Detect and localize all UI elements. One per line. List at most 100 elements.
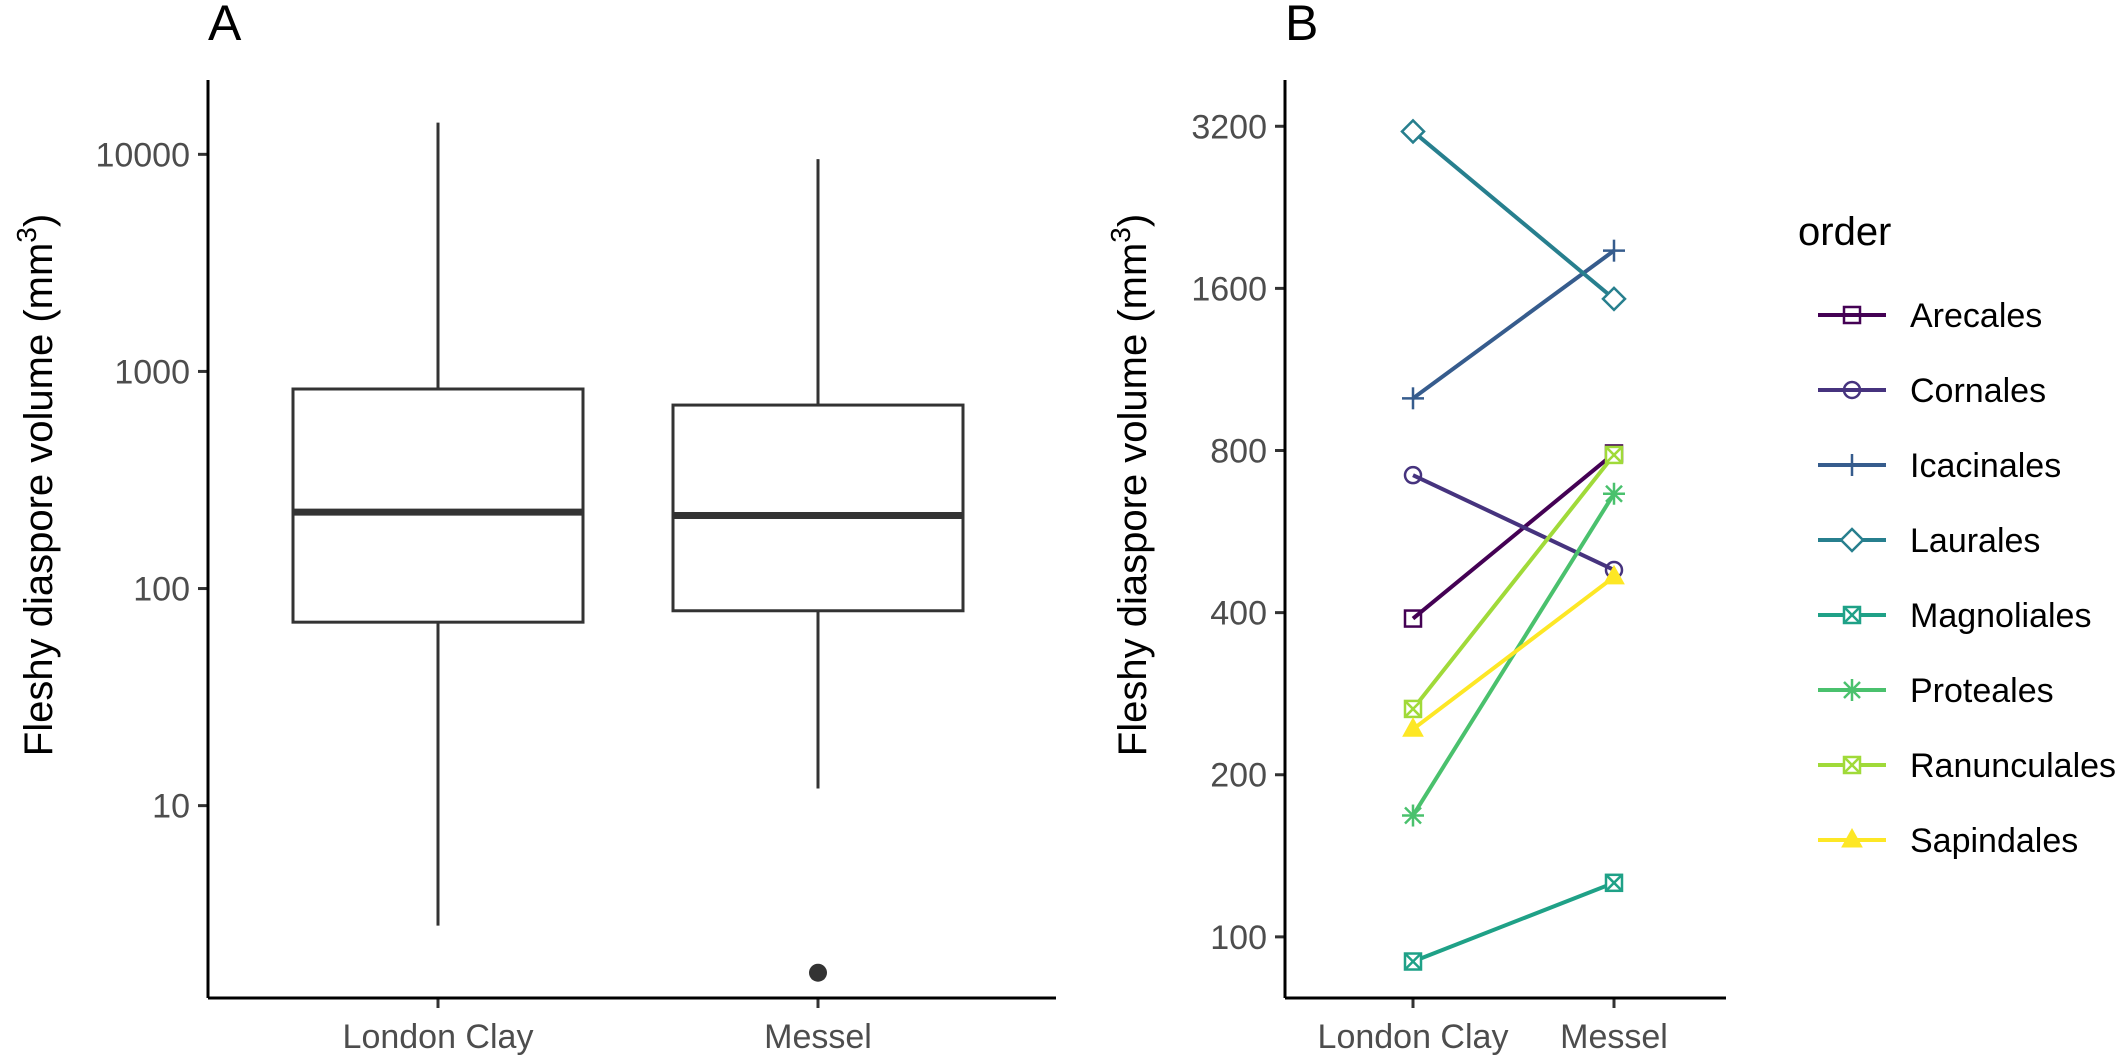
marker-square-cross bbox=[1842, 605, 1862, 625]
marker-asterisk bbox=[1841, 679, 1863, 701]
marker-plus bbox=[1402, 387, 1424, 410]
legend-label: Laurales bbox=[1910, 522, 2040, 560]
box-messel bbox=[671, 159, 965, 982]
legend-item-cornales: Cornales bbox=[1818, 372, 2046, 410]
legend-item-icacinales: Icacinales bbox=[1818, 447, 2061, 485]
panel-a-label: A bbox=[208, 0, 242, 51]
square-x-diag-2 bbox=[1404, 700, 1422, 718]
legend-item-sapindales: Sapindales bbox=[1818, 822, 2078, 860]
marker-square-cross bbox=[1604, 873, 1624, 893]
marker-plus bbox=[1603, 239, 1625, 262]
diamond-marker bbox=[1839, 527, 1865, 553]
circle-marker bbox=[1842, 380, 1862, 400]
panel-a-x-ticks: London Clay Messel bbox=[343, 998, 872, 1056]
panel-b-x-ticks: London Clay Messel bbox=[1318, 998, 1668, 1056]
marker-diamond bbox=[1400, 118, 1426, 145]
panel-b-y-tick-label: 400 bbox=[1210, 595, 1267, 633]
series-line bbox=[1411, 249, 1616, 400]
panel-a-y-tick-label: 100 bbox=[133, 571, 190, 609]
panel-b-x-tick-label: London Clay bbox=[1318, 1018, 1509, 1056]
panel-b: B Fleshy diaspore volume (mm3) 100 200 400… bbox=[1105, 0, 1726, 1056]
legend-item-ranunculales: Ranunculales bbox=[1818, 747, 2116, 785]
marker-circle bbox=[1842, 380, 1862, 400]
asterisk-marker-d2 bbox=[1404, 806, 1422, 825]
marker-triangle bbox=[1841, 827, 1863, 848]
legend-item-proteales: Proteales bbox=[1818, 672, 2054, 710]
panel-a-y-tick-label: 10 bbox=[152, 788, 190, 826]
series-line bbox=[1411, 451, 1616, 621]
panel-b-series bbox=[1400, 118, 1627, 971]
box-london-clay bbox=[291, 122, 585, 926]
legend-label: Proteales bbox=[1910, 672, 2054, 710]
square-marker bbox=[1403, 609, 1423, 628]
asterisk-marker-d2 bbox=[1605, 484, 1623, 503]
marker-plus bbox=[1841, 454, 1863, 476]
marker-square bbox=[1403, 609, 1423, 628]
panel-b-label: B bbox=[1285, 0, 1318, 51]
panel-a-y-tick-label: 10000 bbox=[95, 136, 190, 174]
square-cross-diag-2 bbox=[1605, 873, 1623, 892]
legend-item-magnoliales: Magnoliales bbox=[1818, 597, 2091, 635]
series-line bbox=[1411, 575, 1616, 731]
square-cross-diag-2 bbox=[1843, 606, 1861, 624]
marker-diamond bbox=[1839, 527, 1865, 553]
square-cross-diag-2 bbox=[1404, 952, 1422, 971]
panel-b-y-tick-label: 200 bbox=[1210, 757, 1267, 795]
diamond-marker bbox=[1400, 118, 1426, 145]
legend-label: Ranunculales bbox=[1910, 747, 2116, 785]
marker-square bbox=[1842, 305, 1862, 325]
square-x-diag-2 bbox=[1605, 446, 1623, 464]
series-line bbox=[1411, 129, 1616, 301]
series-icacinales bbox=[1402, 239, 1625, 410]
triangle-marker bbox=[1402, 717, 1424, 737]
panel-a-y-ticks: 10 100 1000 10000 bbox=[95, 136, 208, 826]
series-line bbox=[1412, 880, 1615, 964]
diamond-marker bbox=[1601, 286, 1627, 312]
outlier-point bbox=[809, 963, 827, 982]
triangle-marker bbox=[1841, 827, 1863, 848]
legend-label: Cornales bbox=[1910, 372, 2046, 410]
panel-a-x-tick-label: Messel bbox=[764, 1018, 872, 1056]
panel-b-y-tick-label: 100 bbox=[1210, 919, 1267, 957]
marker-asterisk bbox=[1402, 804, 1424, 827]
square-marker bbox=[1842, 305, 1862, 325]
legend-item-laurales: Laurales bbox=[1818, 522, 2040, 560]
legend: order Arecales Cornales Icacinales Laurales… bbox=[1798, 210, 2116, 860]
panel-a-y-tick-label: 1000 bbox=[114, 353, 190, 391]
panel-a-y-axis-title: Fleshy diaspore volume (mm3) bbox=[11, 214, 61, 756]
marker-square-cross bbox=[1403, 952, 1423, 971]
panel-a-x-tick-label: London Clay bbox=[343, 1018, 534, 1056]
panel-b-y-tick-label: 3200 bbox=[1191, 108, 1267, 146]
legend-items: Arecales Cornales Icacinales Laurales Magnol… bbox=[1818, 297, 2116, 860]
panel-b-y-axis-title: Fleshy diaspore volume (mm3) bbox=[1105, 214, 1155, 756]
marker-square-x bbox=[1604, 445, 1624, 465]
marker-asterisk bbox=[1603, 482, 1625, 505]
legend-label: Arecales bbox=[1910, 297, 2042, 335]
marker-triangle bbox=[1603, 564, 1625, 585]
marker-circle bbox=[1403, 465, 1423, 485]
series-magnoliales bbox=[1403, 873, 1624, 971]
asterisk-marker-d2 bbox=[1843, 681, 1861, 699]
panel-b-y-tick-label: 1600 bbox=[1191, 270, 1267, 308]
series-line bbox=[1411, 453, 1616, 711]
triangle-marker bbox=[1603, 564, 1625, 585]
panel-a-boxes bbox=[291, 122, 965, 982]
panel-a: A Fleshy diaspore volume (mm3) 10 100 1000… bbox=[11, 0, 1056, 1056]
marker-square-x bbox=[1403, 699, 1423, 719]
marker-square-x bbox=[1842, 755, 1862, 775]
panel-b-y-tick-label: 800 bbox=[1210, 433, 1267, 471]
legend-label: Icacinales bbox=[1910, 447, 2061, 485]
marker-triangle bbox=[1402, 717, 1424, 737]
box-iqr bbox=[291, 387, 585, 624]
series-ranunculales bbox=[1403, 445, 1624, 719]
panel-b-y-ticks: 100 200 400 800 1600 3200 bbox=[1191, 108, 1285, 957]
legend-item-arecales: Arecales bbox=[1818, 297, 2042, 335]
legend-label: Magnoliales bbox=[1910, 597, 2091, 635]
series-line bbox=[1412, 473, 1615, 572]
marker-diamond bbox=[1601, 286, 1627, 312]
panel-b-x-tick-label: Messel bbox=[1560, 1018, 1668, 1056]
legend-label: Sapindales bbox=[1910, 822, 2078, 860]
series-sapindales bbox=[1402, 564, 1625, 737]
legend-title: order bbox=[1798, 210, 1891, 254]
